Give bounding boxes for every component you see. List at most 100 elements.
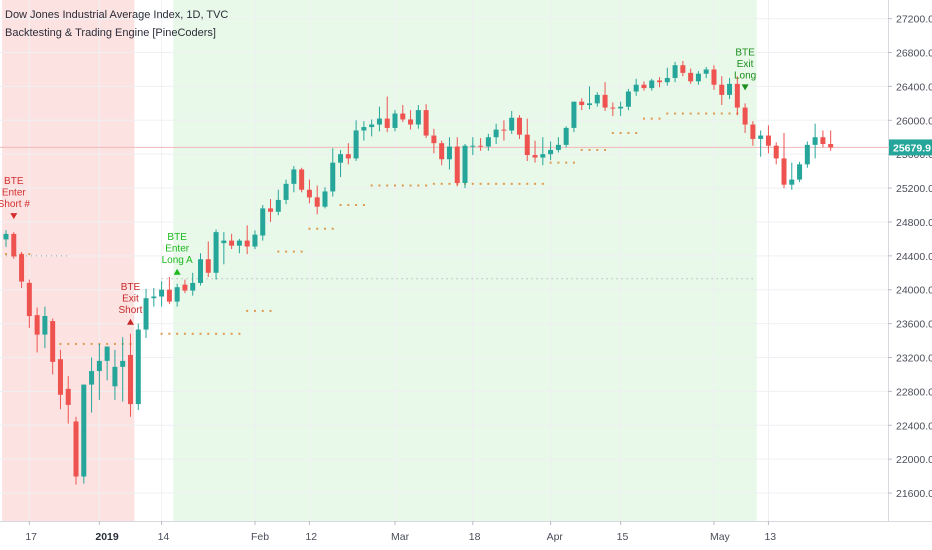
candle-up bbox=[758, 130, 764, 157]
candle-up bbox=[555, 137, 561, 153]
candle-up bbox=[649, 78, 655, 91]
candle-body bbox=[804, 144, 810, 165]
candle-body bbox=[431, 135, 437, 144]
candle-body bbox=[781, 158, 787, 185]
signal-label: BTE bbox=[121, 282, 141, 293]
candle-body bbox=[392, 113, 398, 128]
candle-up bbox=[485, 133, 491, 151]
signal-label: Exit bbox=[122, 293, 139, 304]
candle-down bbox=[688, 68, 694, 84]
chart-grid bbox=[0, 0, 888, 521]
trailing-stop-dot bbox=[347, 204, 350, 207]
trailing-stop-dot bbox=[323, 227, 326, 230]
trailing-stop-dot bbox=[705, 112, 708, 115]
trailing-stop-dot bbox=[355, 204, 358, 207]
candle-body bbox=[742, 107, 748, 125]
trailing-stop-dot bbox=[5, 253, 7, 256]
candle-body bbox=[602, 94, 608, 108]
candle-body bbox=[446, 146, 452, 160]
trailing-stop-dot bbox=[697, 112, 700, 115]
candle-body bbox=[439, 143, 445, 160]
trailing-stop-dot bbox=[604, 148, 607, 151]
candle-body bbox=[182, 284, 188, 291]
trailing-stop-dot bbox=[728, 112, 731, 115]
trailing-stop-dot bbox=[230, 332, 233, 335]
price-tick-label: 22800.0 bbox=[896, 386, 932, 398]
candle-body bbox=[734, 83, 740, 108]
candle-body bbox=[151, 296, 157, 299]
price-tick-label: 25200.0 bbox=[896, 183, 932, 195]
trailing-stop-dot bbox=[316, 227, 319, 230]
candle-up bbox=[633, 78, 639, 96]
candle-body bbox=[501, 129, 507, 131]
candle-down bbox=[641, 81, 647, 91]
candle-up bbox=[159, 281, 165, 307]
candle-up bbox=[143, 288, 149, 339]
trailing-stop-dot bbox=[339, 204, 342, 207]
candle-up bbox=[618, 101, 624, 117]
candle-body bbox=[594, 94, 600, 104]
candle-body bbox=[524, 134, 530, 156]
candle-body bbox=[633, 84, 639, 92]
trailing-stop-dot bbox=[471, 182, 474, 185]
chart-title: Dow Jones Industrial Average Index, 1D, … bbox=[5, 9, 229, 21]
candle-body bbox=[260, 208, 266, 236]
candle-down bbox=[408, 110, 414, 130]
candle-body bbox=[727, 83, 733, 95]
candle-body bbox=[618, 106, 624, 109]
candle-body bbox=[509, 117, 515, 131]
candle-down bbox=[166, 277, 172, 305]
candle-up bbox=[462, 144, 468, 189]
candle-down bbox=[579, 98, 585, 111]
candle-down bbox=[306, 179, 312, 204]
candle-body bbox=[353, 130, 359, 159]
price-axis[interactable]: 27200.026800.026400.026000.025600.025200… bbox=[888, 0, 932, 550]
trailing-stop-dot bbox=[479, 182, 482, 185]
candle-body bbox=[120, 360, 126, 367]
candle-body bbox=[470, 145, 476, 147]
time-tick-label: 12 bbox=[305, 531, 317, 543]
signal-label: Long bbox=[734, 70, 756, 81]
candle-body bbox=[3, 233, 9, 240]
candle-up bbox=[120, 337, 126, 402]
trailing-stop-dot bbox=[28, 253, 31, 256]
indicator-title[interactable]: Backtesting & Trading Engine [PineCoders… bbox=[5, 27, 216, 39]
candle-body bbox=[174, 287, 180, 302]
candle-down bbox=[182, 279, 188, 294]
candle-body bbox=[532, 155, 538, 158]
candle-down bbox=[57, 349, 63, 410]
time-axis[interactable]: 17 2019 14 Feb 12 Mar 18 Apr 15 May 13 bbox=[0, 521, 932, 550]
trailing-stop-dot bbox=[261, 309, 264, 312]
candle-down bbox=[454, 137, 460, 187]
candle-body bbox=[127, 354, 133, 405]
trailing-stop-dot bbox=[689, 112, 692, 115]
trailing-stop-dot bbox=[82, 342, 85, 345]
trailing-stop-dots bbox=[5, 112, 747, 345]
candle-up bbox=[190, 272, 196, 296]
last-price-badge bbox=[889, 139, 932, 156]
candle-up bbox=[112, 349, 118, 400]
candle-body bbox=[478, 145, 484, 147]
candle-up bbox=[804, 141, 810, 168]
trailing-stop-dot bbox=[331, 227, 334, 230]
candle-up bbox=[695, 71, 701, 85]
candle-body bbox=[462, 145, 468, 183]
time-tick-label: 13 bbox=[764, 531, 776, 543]
candle-body bbox=[57, 359, 63, 395]
trailing-stop-dot bbox=[635, 132, 638, 135]
last-price-label: 25679.9 bbox=[893, 142, 931, 154]
candle-up bbox=[236, 238, 242, 254]
trailing-stop-dot bbox=[222, 332, 225, 335]
time-tick-label: Mar bbox=[391, 531, 410, 543]
candle-body bbox=[11, 233, 17, 257]
candle-body bbox=[275, 199, 281, 212]
signal-label: Enter bbox=[165, 243, 190, 254]
candle-up bbox=[104, 346, 110, 381]
candle-down bbox=[439, 140, 445, 166]
time-tick-label: Apr bbox=[547, 531, 564, 543]
candle-down bbox=[400, 105, 406, 122]
trailing-stop-dot bbox=[90, 342, 93, 345]
candle-body bbox=[96, 360, 102, 372]
candle-body bbox=[306, 189, 312, 198]
